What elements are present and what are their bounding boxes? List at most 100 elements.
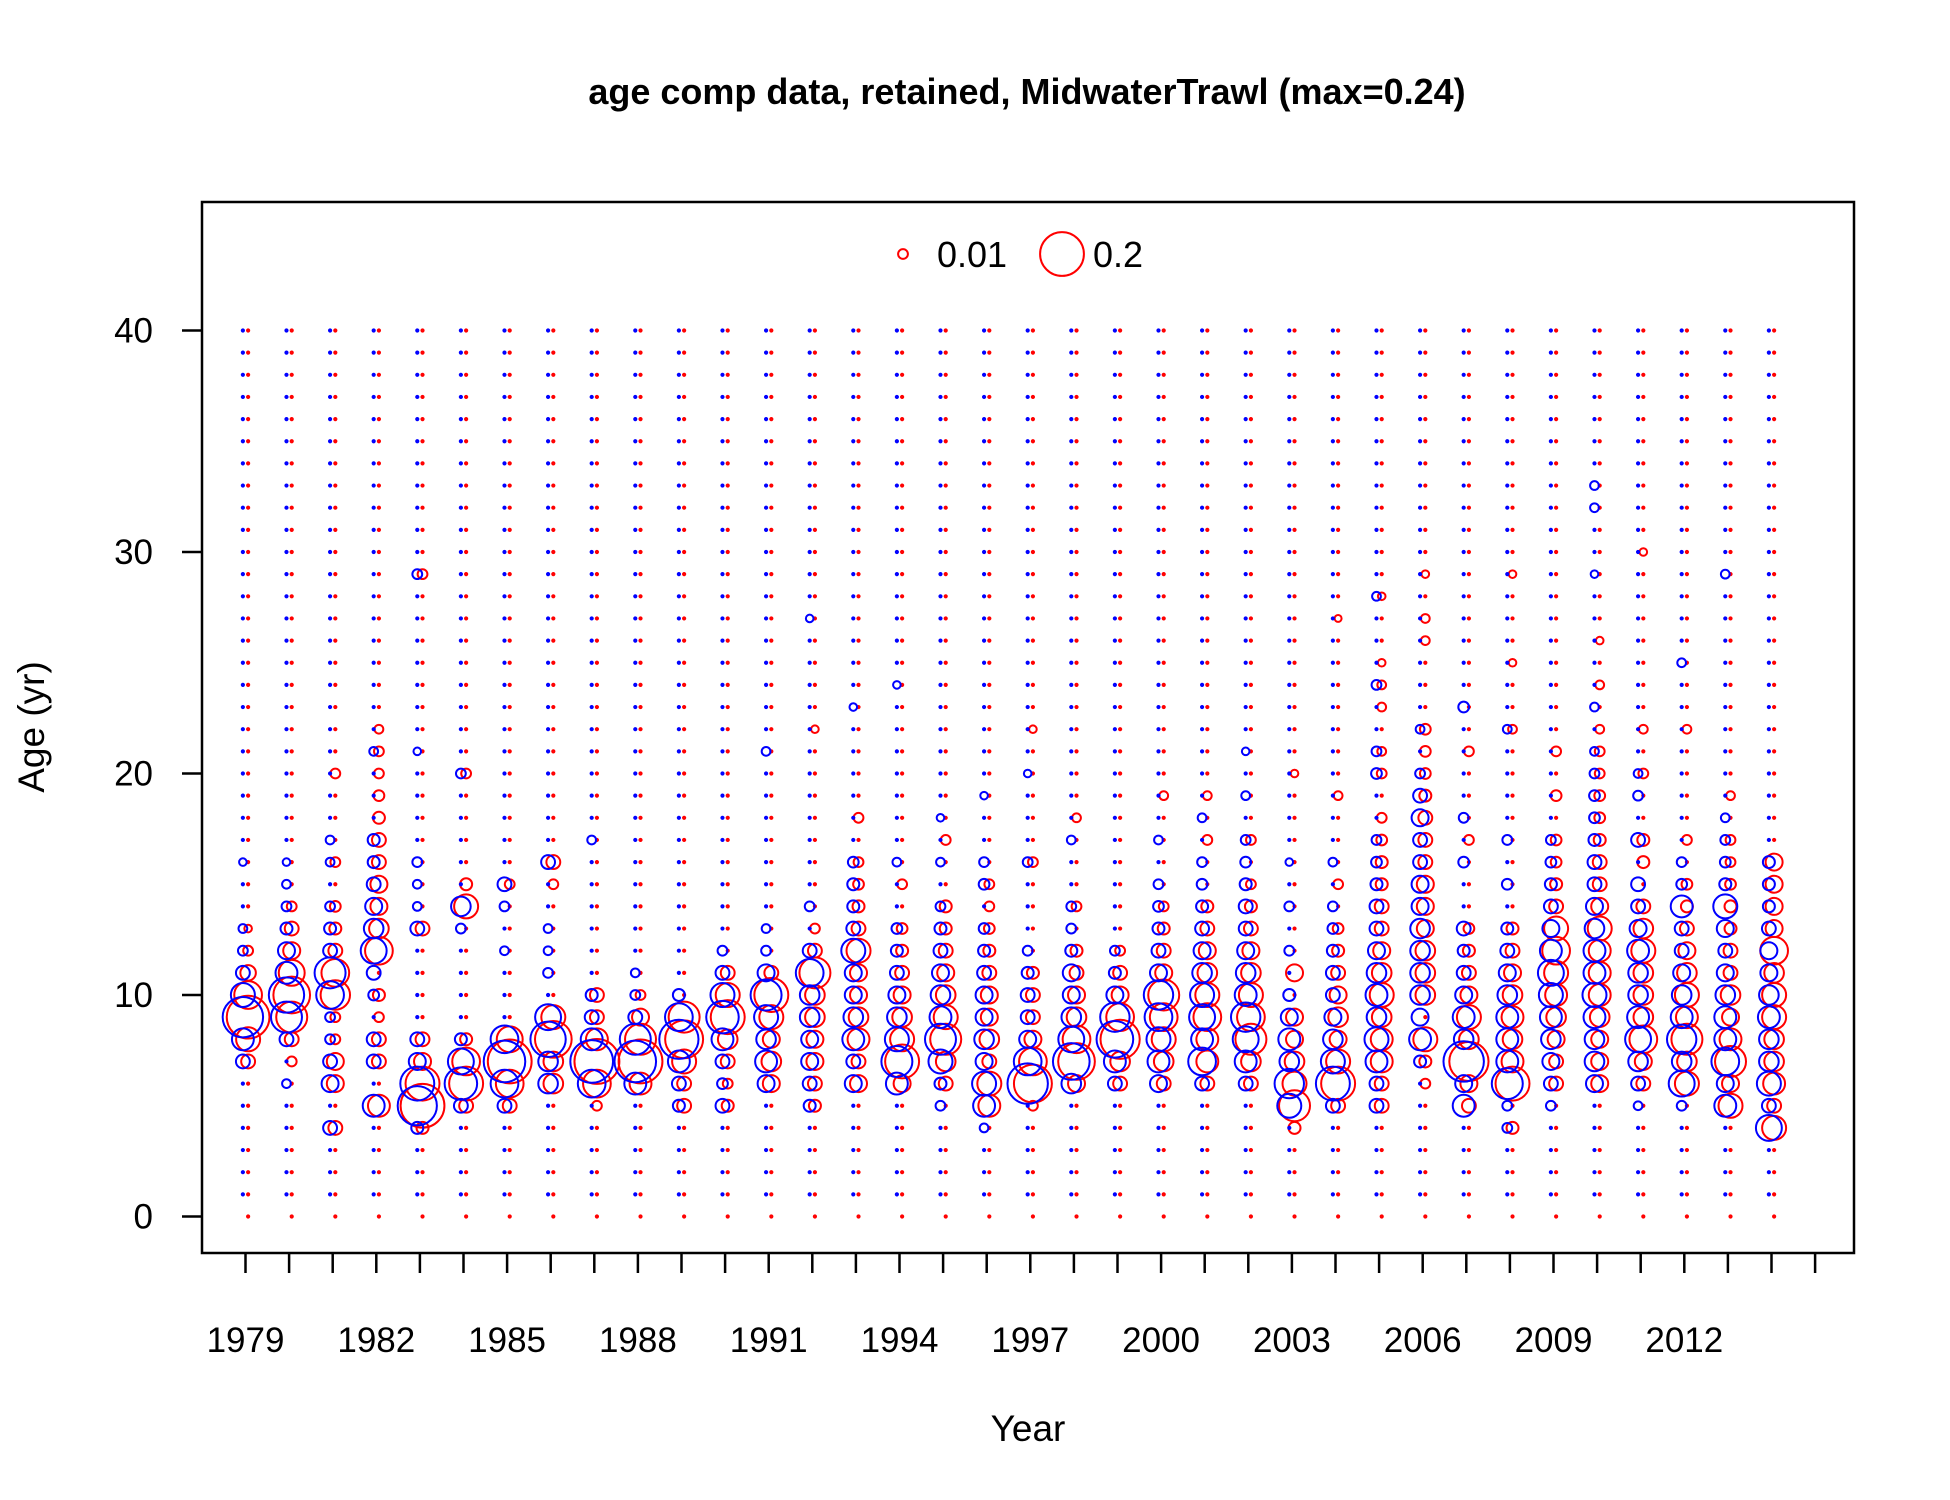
bubble [411, 856, 424, 868]
bubble [1589, 480, 1600, 491]
bubble [1641, 439, 1646, 444]
bubble [1766, 328, 1771, 333]
bubble [1330, 572, 1335, 577]
bubble [769, 904, 774, 909]
bubble [1188, 1003, 1217, 1032]
bubble [1766, 572, 1771, 577]
bubble [415, 704, 420, 710]
bubble [725, 616, 730, 621]
bubble [720, 749, 725, 754]
bubble [1597, 328, 1602, 333]
bubble [1019, 987, 1036, 1003]
bubble [284, 1147, 289, 1153]
bubble [1161, 483, 1166, 488]
bubble [1592, 1103, 1597, 1108]
bubble [1684, 1192, 1690, 1197]
bubble [1754, 1113, 1783, 1142]
bubble [584, 988, 599, 1002]
bubble [676, 527, 681, 532]
bubble [458, 549, 463, 555]
bubble [545, 350, 551, 355]
bubble [725, 1147, 730, 1153]
bubble [327, 350, 333, 355]
bubble [1670, 1022, 1704, 1056]
bubble [464, 1170, 469, 1175]
bubble [1466, 727, 1472, 732]
bubble [420, 1170, 425, 1175]
bubble [682, 638, 687, 643]
bubble [1287, 1147, 1292, 1153]
bubble [1554, 350, 1559, 355]
bubble [812, 1214, 818, 1219]
bubble [977, 877, 991, 891]
bubble [617, 1038, 664, 1085]
bubble [1112, 350, 1117, 355]
bubble [502, 394, 507, 400]
bubble [486, 1038, 533, 1085]
bubble [324, 900, 336, 913]
bubble [1417, 1081, 1423, 1086]
bubble [1070, 900, 1083, 913]
bubble [246, 638, 251, 643]
bubble [725, 417, 730, 422]
bubble [1373, 920, 1390, 937]
bubble [502, 505, 507, 510]
bubble [1723, 793, 1728, 798]
bubble [1684, 394, 1690, 400]
bubble [1292, 549, 1297, 555]
bubble [720, 682, 725, 688]
bubble [856, 749, 861, 754]
bubble [676, 461, 681, 466]
bubble [1292, 682, 1297, 688]
bubble [319, 979, 352, 1011]
bubble [551, 1147, 556, 1153]
bubble [1069, 461, 1074, 466]
bubble [1554, 549, 1559, 555]
bubble [978, 856, 990, 868]
bubble [1505, 527, 1510, 532]
bubble [1243, 572, 1248, 577]
bubble [769, 815, 774, 820]
bubble [1583, 1028, 1606, 1051]
bubble [396, 1085, 438, 1127]
bubble [551, 704, 556, 710]
bubble [1461, 350, 1466, 355]
bubble [333, 704, 338, 710]
bubble [507, 771, 512, 776]
bubble [1379, 350, 1384, 355]
bubble [376, 572, 382, 577]
bubble [981, 483, 987, 488]
bubble [289, 616, 294, 621]
bubble [1417, 572, 1423, 577]
bubble [1510, 638, 1515, 643]
bubble [1410, 874, 1430, 894]
bubble [658, 1018, 700, 1060]
bubble [1161, 815, 1166, 820]
bubble [289, 394, 294, 400]
bubble [1630, 876, 1647, 893]
bubble [221, 995, 265, 1039]
bubble [1118, 572, 1123, 577]
bubble [1728, 704, 1733, 710]
bubble [1025, 682, 1030, 688]
bubble [594, 527, 600, 532]
bubble [1543, 877, 1558, 892]
bubble [1459, 1074, 1479, 1094]
bubble [1376, 745, 1388, 757]
bubble [1766, 394, 1771, 400]
bubble [1233, 983, 1258, 1007]
bubble [329, 856, 342, 868]
bubble [507, 860, 512, 865]
bubble [943, 882, 948, 887]
bubble [769, 1125, 774, 1131]
bubble [842, 1006, 865, 1028]
bubble [943, 660, 948, 665]
bubble [725, 350, 730, 355]
bubble [1554, 594, 1559, 599]
bubble [502, 771, 507, 776]
bubble [1112, 704, 1117, 710]
bubble [1156, 1103, 1161, 1108]
bubble [1505, 815, 1510, 820]
bubble [1772, 394, 1777, 400]
bubble [502, 417, 507, 422]
